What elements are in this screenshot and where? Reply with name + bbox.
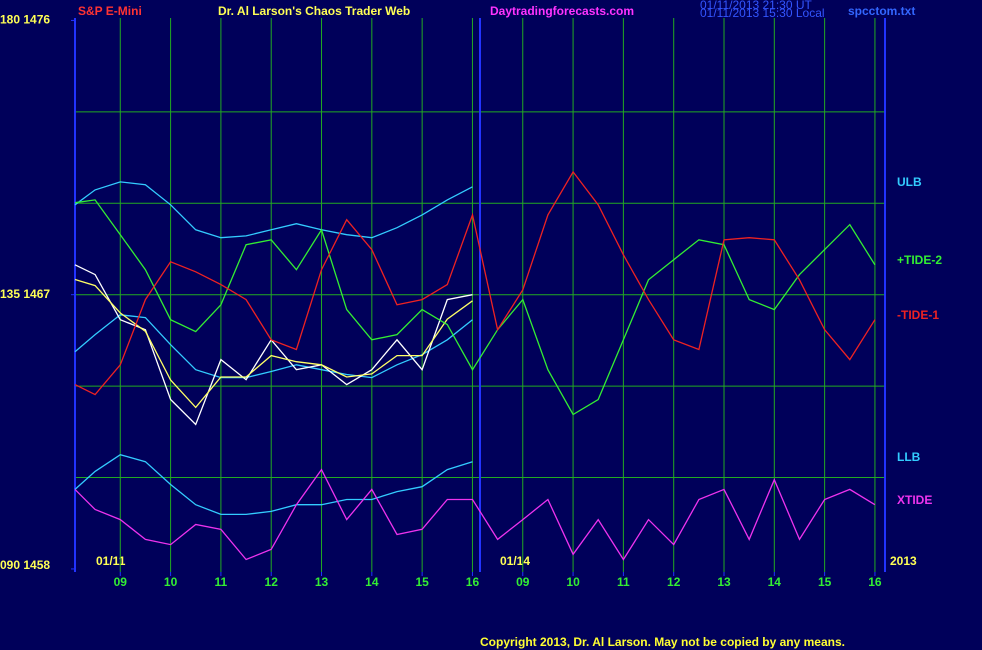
- y-tick-label: 135 1467: [0, 287, 50, 301]
- series-line: [74, 170, 876, 396]
- y-tick-label: 180 1476: [0, 13, 50, 27]
- x-tick-label: 13: [717, 575, 731, 589]
- x-tick-label: 14: [768, 575, 782, 589]
- chart-subtitle: S&P E-Mini: [78, 4, 142, 18]
- x-tick-label: 11: [215, 575, 228, 589]
- legend-label: +TIDE-2: [897, 253, 942, 267]
- legend-label: ULB: [897, 175, 922, 189]
- copyright: Copyright 2013, Dr. Al Larson. May not b…: [480, 635, 845, 649]
- timestamp: 01/11/2013 15:30 Local: [700, 6, 825, 20]
- x-tick-label: 10: [164, 575, 178, 589]
- timestamp: 01/11/2013 21:30 UT: [700, 0, 813, 12]
- x-tick-label: 11: [617, 575, 630, 589]
- legend-label: -TIDE-1: [897, 308, 939, 322]
- x-tick-label: 14: [365, 575, 379, 589]
- legend-label: LLB: [897, 450, 921, 464]
- x-tick-label: 16: [868, 575, 882, 589]
- x-tick-label: 15: [415, 575, 429, 589]
- x-tick-label: 09: [114, 575, 128, 589]
- file-name: spcctom.txt: [848, 4, 915, 18]
- x-tick-label: 16: [466, 575, 480, 589]
- y-tick-label: 090 1458: [0, 558, 50, 572]
- x-tick-label: 15: [818, 575, 832, 589]
- date-label: 01/14: [500, 554, 530, 568]
- chart-title: Dr. Al Larson's Chaos Trader Web: [218, 4, 410, 18]
- legend-label: XTIDE: [897, 493, 932, 507]
- series-line: [74, 199, 876, 416]
- series-line: [74, 181, 473, 239]
- x-tick-label: 10: [566, 575, 580, 589]
- x-tick-label: 13: [315, 575, 329, 589]
- date-label: 01/11: [96, 554, 126, 568]
- date-label: 2013: [890, 554, 917, 568]
- x-tick-label: 12: [265, 575, 279, 589]
- x-tick-label: 09: [516, 575, 530, 589]
- series-line: [74, 278, 473, 409]
- series-line: [74, 468, 876, 561]
- series-line: [74, 453, 473, 516]
- series-line: [74, 314, 473, 379]
- x-tick-label: 12: [667, 575, 681, 589]
- site-name: Daytradingforecasts.com: [490, 4, 634, 18]
